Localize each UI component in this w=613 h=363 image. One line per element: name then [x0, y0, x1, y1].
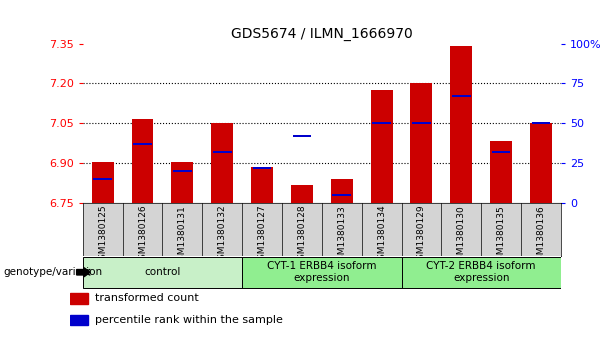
Bar [70, 315, 88, 325]
Text: GSM1380127: GSM1380127 [257, 205, 267, 265]
Bar [211, 123, 233, 203]
Text: GSM1380132: GSM1380132 [218, 205, 227, 265]
Text: GSM1380125: GSM1380125 [98, 205, 107, 265]
Bar [452, 95, 471, 97]
Bar [451, 46, 472, 203]
Bar [93, 178, 112, 180]
Text: GSM1380128: GSM1380128 [297, 205, 306, 265]
Text: GSM1380129: GSM1380129 [417, 205, 426, 265]
Bar [531, 122, 550, 125]
Bar [213, 151, 232, 153]
Text: GSM1380134: GSM1380134 [377, 205, 386, 265]
Bar [372, 122, 391, 125]
Bar [411, 83, 432, 203]
Text: GSM1380135: GSM1380135 [497, 205, 506, 266]
Title: GDS5674 / ILMN_1666970: GDS5674 / ILMN_1666970 [231, 27, 413, 41]
Bar [251, 167, 273, 203]
Text: GSM1380131: GSM1380131 [178, 205, 187, 266]
Text: percentile rank within the sample: percentile rank within the sample [95, 315, 283, 325]
Bar [492, 151, 511, 153]
Text: transformed count: transformed count [95, 294, 199, 303]
Bar [172, 162, 193, 203]
Bar [490, 141, 512, 203]
Text: genotype/variation: genotype/variation [3, 267, 102, 277]
Text: GSM1380126: GSM1380126 [138, 205, 147, 265]
Bar [242, 257, 402, 288]
Bar [402, 257, 561, 288]
Bar [332, 194, 351, 196]
Bar [412, 122, 431, 125]
Text: GSM1380133: GSM1380133 [337, 205, 346, 266]
Bar [173, 170, 192, 172]
Bar [291, 185, 313, 203]
Bar [83, 257, 242, 288]
Bar [253, 167, 272, 169]
Text: GSM1380130: GSM1380130 [457, 205, 466, 266]
Bar [371, 90, 392, 203]
Bar [331, 179, 352, 203]
Bar [92, 162, 113, 203]
Text: GSM1380136: GSM1380136 [536, 205, 546, 266]
Bar [132, 119, 153, 203]
Text: CYT-1 ERBB4 isoform
expression: CYT-1 ERBB4 isoform expression [267, 261, 376, 283]
Text: CYT-2 ERBB4 isoform
expression: CYT-2 ERBB4 isoform expression [427, 261, 536, 283]
Bar [292, 135, 311, 137]
Bar [133, 143, 152, 145]
Bar [530, 123, 552, 203]
Text: control: control [144, 267, 181, 277]
Bar [70, 293, 88, 304]
